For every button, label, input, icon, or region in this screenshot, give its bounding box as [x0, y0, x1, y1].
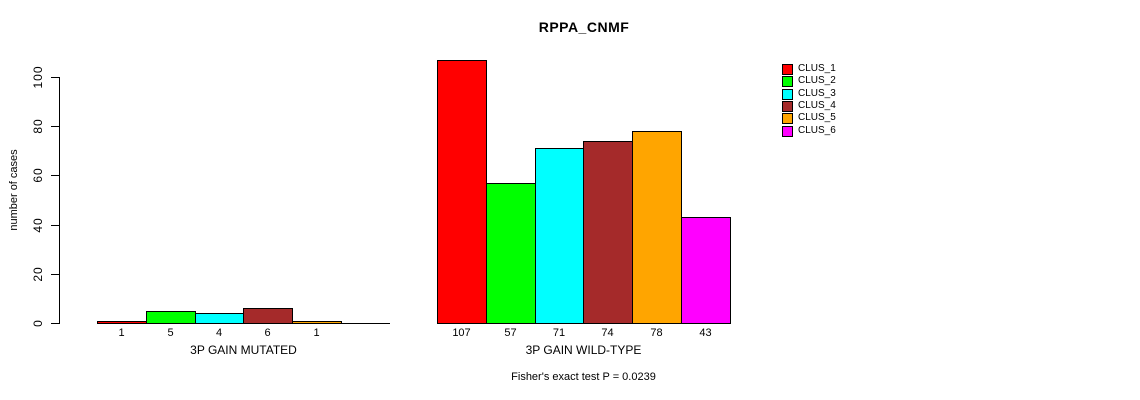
y-tick-label: 40: [31, 217, 45, 233]
bar-value-label: 43: [699, 327, 712, 339]
y-tick-mark: [51, 274, 59, 275]
legend-swatch-clus_2: [782, 75, 793, 87]
x-axis-group-label: 3P GAIN MUTATED: [190, 343, 297, 357]
bar-clus_4: [243, 308, 293, 324]
y-axis: [59, 77, 60, 324]
y-tick-mark: [51, 77, 59, 78]
legend-label: CLUS_6: [798, 125, 836, 136]
bar-value-label: 5: [167, 327, 174, 339]
legend-item-clus_3: CLUS_3: [782, 88, 836, 100]
legend-swatch-clus_1: [782, 63, 793, 75]
legend-swatch-clus_6: [782, 125, 793, 137]
bar-value-label: 6: [264, 327, 271, 339]
bar-clus_4: [583, 141, 633, 324]
bar-value-label: 71: [552, 327, 566, 339]
bar-clus_5: [632, 131, 682, 324]
bar-clus_2: [486, 183, 536, 324]
bar-value-label: 57: [504, 327, 517, 339]
y-tick-label: 100: [31, 65, 45, 89]
chart-title: RPPA_CNMF: [538, 19, 630, 35]
legend-item-clus_2: CLUS_2: [782, 75, 836, 87]
legend-item-clus_5: CLUS_5: [782, 112, 836, 124]
fisher-test-annotation: Fisher's exact test P = 0.0239: [511, 371, 656, 383]
y-tick-label: 60: [31, 167, 45, 183]
bar-clus_5: [292, 321, 342, 324]
bar-clus_6: [681, 217, 731, 324]
legend-label: CLUS_5: [798, 112, 836, 123]
bar-clus_2: [146, 311, 196, 324]
legend-label: CLUS_3: [798, 88, 836, 99]
bar-value-label: 4: [215, 327, 223, 339]
legend-swatch-clus_5: [782, 112, 793, 124]
legend-label: CLUS_2: [798, 75, 836, 86]
y-tick-mark: [51, 323, 59, 324]
y-tick-mark: [51, 225, 59, 226]
bar-value-label: 78: [650, 327, 663, 339]
x-axis-group-label: 3P GAIN WILD-TYPE: [525, 343, 642, 357]
y-tick-mark: [51, 126, 59, 127]
bar-value-label: 1: [313, 327, 320, 339]
bar-value-label: 1: [118, 327, 125, 339]
legend-label: CLUS_1: [798, 63, 836, 74]
bar-clus_3: [535, 148, 584, 324]
y-axis-label: number of cases: [8, 149, 20, 231]
bar-value-label: 74: [601, 327, 614, 339]
bar-clus_3: [195, 313, 244, 324]
legend-item-clus_1: CLUS_1: [782, 63, 836, 75]
y-tick-label: 20: [31, 266, 45, 282]
legend-item-clus_6: CLUS_6: [782, 125, 836, 137]
legend-label: CLUS_4: [798, 100, 836, 111]
bar-clus_1: [97, 321, 147, 324]
legend-swatch-clus_3: [782, 88, 793, 100]
bar-clus_1: [437, 60, 487, 324]
legend-swatch-clus_4: [782, 100, 793, 112]
bar-value-label: 107: [452, 327, 471, 339]
y-tick-label: 80: [31, 118, 45, 134]
y-tick-label: 0: [31, 319, 45, 327]
legend-item-clus_4: CLUS_4: [782, 100, 836, 112]
y-tick-mark: [51, 175, 59, 176]
